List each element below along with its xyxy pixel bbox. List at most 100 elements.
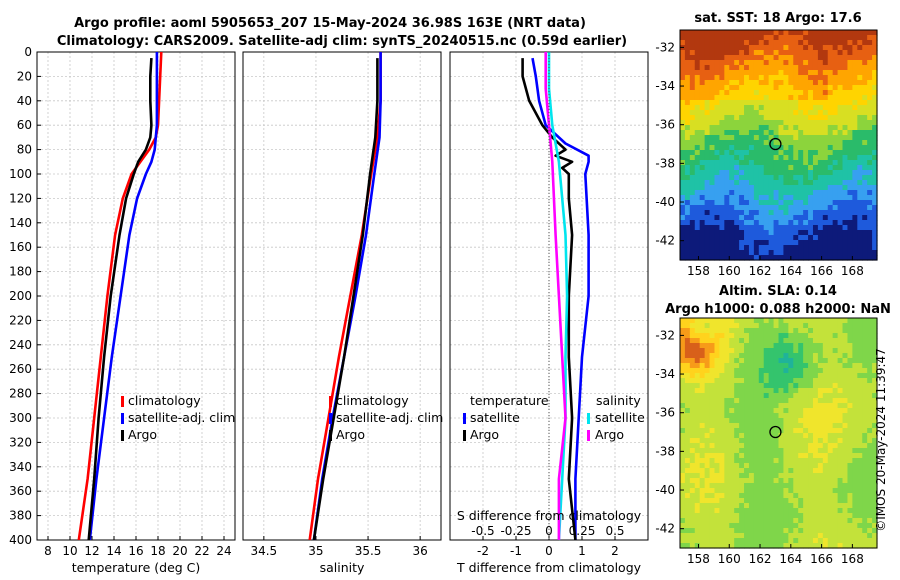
map-cell bbox=[704, 195, 711, 201]
map-cell bbox=[699, 235, 706, 241]
map-cell bbox=[852, 245, 858, 251]
map-cell bbox=[694, 328, 701, 334]
map-cell bbox=[724, 408, 730, 414]
map-cell bbox=[783, 160, 789, 166]
map-cell bbox=[852, 135, 858, 141]
map-cell bbox=[768, 348, 775, 354]
map-cell bbox=[872, 383, 878, 389]
map-cell bbox=[758, 328, 765, 334]
map-cell bbox=[680, 110, 686, 116]
map-cell bbox=[714, 255, 720, 261]
temperature-panel: 8 10 12 14 16 18 20 22 2402040608010012014016018… bbox=[9, 45, 236, 575]
map-cell bbox=[684, 145, 691, 151]
map-cell bbox=[808, 333, 814, 339]
map-cell bbox=[773, 255, 780, 261]
map-cell bbox=[734, 195, 740, 201]
map-cell bbox=[862, 323, 868, 329]
map-cell bbox=[739, 508, 745, 514]
map-cell bbox=[862, 235, 868, 241]
map-cell bbox=[808, 398, 814, 404]
map-cell bbox=[719, 408, 725, 414]
map-cell bbox=[758, 40, 765, 46]
map-cell bbox=[753, 235, 760, 241]
map-cell bbox=[832, 35, 839, 41]
map-cell bbox=[803, 528, 809, 534]
map-cell bbox=[827, 30, 834, 36]
map-cell bbox=[763, 215, 770, 221]
map-cell bbox=[734, 383, 740, 389]
map-cell bbox=[729, 323, 735, 329]
map-cell bbox=[817, 453, 824, 459]
map-cell bbox=[837, 60, 844, 66]
map-cell bbox=[709, 323, 716, 329]
map-cell bbox=[827, 215, 834, 221]
axes-frame bbox=[242, 51, 442, 541]
map-cell bbox=[734, 408, 740, 414]
map-cell bbox=[867, 458, 873, 464]
map-cell bbox=[689, 378, 696, 384]
map-cell bbox=[832, 145, 839, 151]
legend-swatch bbox=[463, 413, 466, 424]
map-cell bbox=[763, 210, 770, 216]
map-cell bbox=[857, 418, 863, 424]
map-cell bbox=[699, 368, 706, 374]
map-cell bbox=[714, 230, 720, 236]
map-cell bbox=[689, 483, 696, 489]
map-cell bbox=[867, 205, 873, 211]
map-cell bbox=[744, 140, 750, 146]
map-cell bbox=[714, 518, 720, 524]
x-tick-label: 1 bbox=[578, 544, 586, 558]
map-cell bbox=[773, 318, 780, 324]
map-cell bbox=[684, 463, 691, 469]
map-cell bbox=[803, 190, 809, 196]
map-cell bbox=[852, 493, 858, 499]
map-cell bbox=[699, 473, 706, 479]
map-cell bbox=[753, 523, 760, 529]
map-cell bbox=[753, 538, 760, 544]
map-cell bbox=[847, 250, 853, 256]
map-cell bbox=[798, 448, 804, 454]
map-cell bbox=[753, 195, 760, 201]
map-cell bbox=[704, 378, 711, 384]
map-cell bbox=[822, 50, 829, 56]
map-cell bbox=[739, 200, 745, 206]
map-cell bbox=[803, 245, 809, 251]
map-cell bbox=[729, 75, 735, 81]
map-cell bbox=[827, 140, 834, 146]
map-cell bbox=[744, 55, 750, 61]
map-cell bbox=[842, 110, 849, 116]
map-cell bbox=[773, 533, 780, 539]
legend-label: satellite-adj. clim bbox=[336, 410, 443, 425]
map-cell bbox=[817, 533, 824, 539]
map-cell bbox=[842, 130, 849, 136]
map-cell bbox=[680, 328, 686, 334]
map-cell bbox=[778, 348, 785, 354]
map-cell bbox=[680, 403, 686, 409]
map-cell bbox=[842, 518, 849, 524]
map-cell bbox=[798, 60, 804, 66]
map-cell bbox=[778, 493, 785, 499]
map-cell bbox=[684, 518, 691, 524]
map-cell bbox=[837, 80, 844, 86]
map-cell bbox=[714, 120, 720, 126]
map-cell bbox=[798, 488, 804, 494]
map-cell bbox=[729, 428, 735, 434]
map-cell bbox=[773, 353, 780, 359]
map-cell bbox=[778, 323, 785, 329]
map-cell bbox=[808, 215, 814, 221]
map-cell bbox=[719, 418, 725, 424]
map-cell bbox=[734, 353, 740, 359]
map-cell bbox=[872, 55, 878, 61]
map-cell bbox=[788, 363, 794, 369]
map-cell bbox=[739, 100, 745, 106]
map-cell bbox=[803, 170, 809, 176]
map-cell bbox=[699, 255, 706, 261]
map-cell bbox=[852, 498, 858, 504]
map-cell bbox=[739, 543, 745, 549]
map-cell bbox=[768, 210, 775, 216]
map-cell bbox=[739, 170, 745, 176]
map-cell bbox=[734, 368, 740, 374]
map-cell bbox=[753, 398, 760, 404]
map-cell bbox=[704, 513, 711, 519]
map-cell bbox=[827, 453, 834, 459]
